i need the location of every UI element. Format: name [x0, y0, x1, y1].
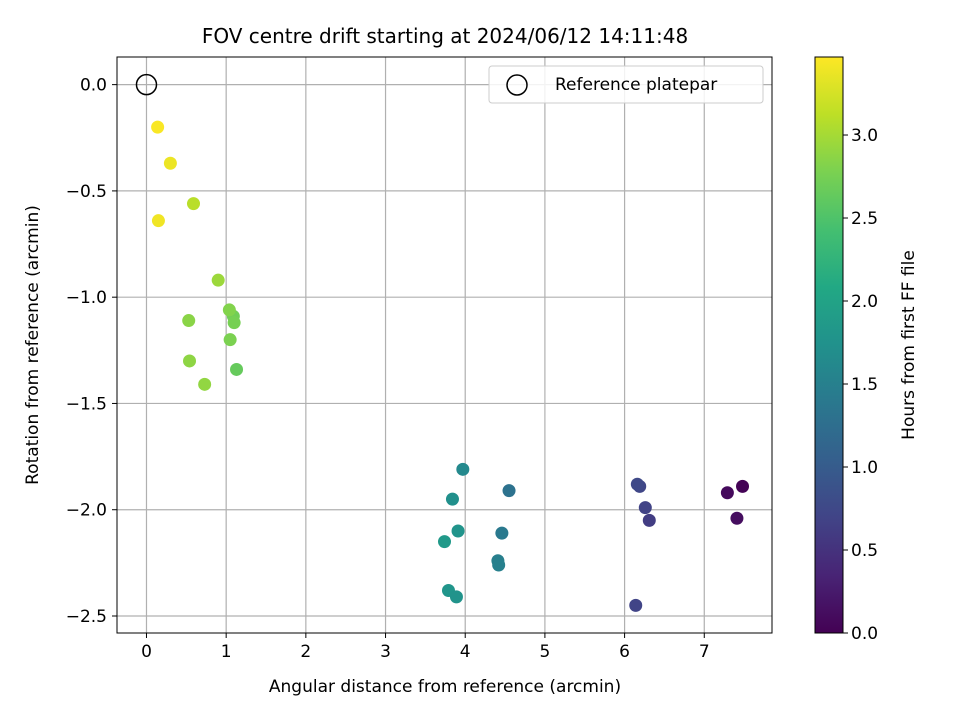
data-point: [222, 303, 236, 317]
y-tick-label: −0.5: [66, 182, 107, 202]
x-tick-label: 3: [380, 642, 391, 662]
x-tick-label: 5: [539, 642, 550, 662]
y-axis-label: Rotation from reference (arcmin): [23, 205, 43, 485]
x-tick-label: 7: [699, 642, 710, 662]
x-tick-label: 0: [141, 642, 152, 662]
grid-lines: [117, 57, 772, 633]
colorbar-tick-label: 2.5: [851, 209, 878, 229]
colorbar-tick-label: 0.0: [851, 624, 878, 644]
legend-open-circle-icon: [506, 74, 528, 96]
x-tick-label: 2: [300, 642, 311, 662]
data-point: [211, 273, 225, 287]
data-point: [151, 214, 165, 228]
data-point: [638, 501, 652, 515]
y-axis-ticks: 0.0 −0.5 −1.0 −1.5 −2.0 −2.5: [66, 76, 117, 627]
chart-title: FOV centre drift starting at 2024/06/12 …: [202, 24, 688, 48]
colorbar-tick-label: 0.5: [851, 541, 878, 561]
data-point: [730, 511, 744, 525]
colorbar-tick-label: 2.0: [851, 292, 878, 312]
data-point: [151, 120, 165, 134]
y-tick-label: −2.5: [66, 607, 107, 627]
colorbar-tick-label: 3.0: [851, 126, 878, 146]
data-point: [186, 197, 200, 211]
x-tick-label: 4: [460, 642, 471, 662]
colorbar-tick-label: 1.5: [851, 375, 878, 395]
data-points: [151, 120, 750, 612]
x-tick-label: 6: [619, 642, 630, 662]
data-point: [492, 558, 506, 572]
data-point: [456, 462, 470, 476]
data-point: [736, 479, 750, 493]
legend-box: [488, 65, 764, 104]
data-point: [502, 484, 516, 498]
data-point: [183, 354, 197, 368]
colorbar-label: Hours from first FF file: [899, 250, 919, 440]
colorbar-tick-label: 1.0: [851, 458, 878, 478]
colorbar-ticks: 0.0 0.5 1.0 1.5 2.0 2.5 3.0: [843, 126, 878, 644]
x-tick-label: 1: [221, 642, 232, 662]
data-point: [449, 590, 463, 604]
data-point: [163, 156, 177, 170]
legend-entry-label: Reference platepar: [555, 75, 717, 95]
x-axis-ticks: 0 1 2 3 4 5 6 7: [141, 633, 710, 662]
data-point: [495, 526, 509, 540]
data-point: [227, 316, 241, 330]
data-point: [182, 314, 196, 328]
reference-marker-layer: [135, 73, 158, 96]
data-point: [630, 477, 644, 491]
y-tick-label: −1.5: [66, 394, 107, 414]
x-axis-label: Angular distance from reference (arcmin): [269, 677, 621, 697]
reference-platepar-marker: [135, 73, 158, 96]
y-tick-label: −2.0: [66, 501, 107, 521]
data-point: [198, 377, 212, 391]
data-point: [451, 524, 465, 538]
data-point: [629, 598, 643, 612]
data-point: [230, 362, 244, 376]
y-tick-label: −1.0: [66, 288, 107, 308]
data-point: [445, 492, 459, 506]
y-tick-label: 0.0: [80, 76, 107, 96]
data-point: [223, 333, 237, 347]
legend: Reference platepar: [488, 65, 764, 104]
colorbar-gradient: [814, 56, 844, 634]
data-point: [438, 535, 451, 549]
plot-area-frame: [116, 56, 773, 634]
data-point: [642, 513, 656, 527]
colorbar: 0.0 0.5 1.0 1.5 2.0 2.5 3.0 Hours from first F…: [814, 56, 919, 644]
data-point: [720, 486, 734, 500]
